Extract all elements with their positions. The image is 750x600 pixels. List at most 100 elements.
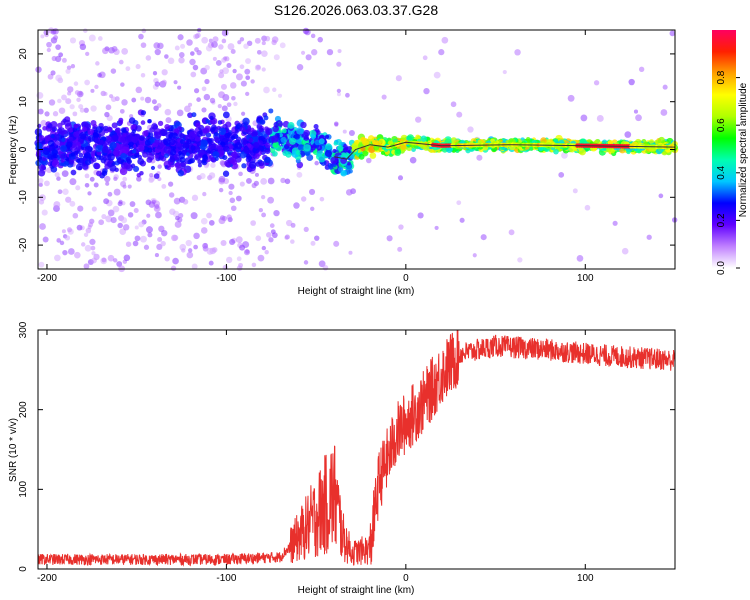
spectral-point: [222, 145, 230, 152]
spectral-point: [132, 240, 139, 247]
spectral-point: [319, 196, 325, 202]
y-tick-label: 10: [18, 96, 29, 108]
spectral-point: [284, 234, 290, 240]
spectral-point: [300, 196, 307, 202]
spectral-point: [168, 192, 175, 198]
spectral-point: [142, 130, 149, 137]
y-tick-label: 0: [18, 566, 29, 572]
spectral-point: [67, 86, 74, 93]
spectral-point: [200, 139, 208, 148]
spectral-point: [70, 152, 76, 157]
spectral-point: [279, 42, 286, 49]
plot-frame: [37, 329, 676, 570]
spectral-point: [202, 242, 209, 249]
spectral-point: [406, 134, 414, 142]
spectral-point: [206, 212, 212, 219]
spectral-point: [120, 82, 125, 87]
spectral-point: [167, 57, 175, 65]
x-tick-label: -200: [37, 573, 57, 584]
spectral-point: [125, 66, 131, 72]
spectral-point: [277, 93, 283, 98]
spectral-point: [260, 177, 268, 185]
spectral-point: [85, 51, 90, 57]
spectral-point: [240, 80, 247, 87]
spectral-point: [85, 227, 92, 234]
spectral-point: [378, 139, 383, 144]
spectral-point: [50, 133, 55, 139]
spectral-point: [61, 137, 66, 142]
spectral-point: [273, 121, 280, 128]
spectral-point: [210, 162, 216, 168]
spectral-point: [79, 132, 87, 140]
x-axis-label: Height of straight line (km): [298, 585, 415, 596]
spectral-point: [244, 68, 251, 75]
spectral-point: [371, 139, 376, 145]
spectral-point: [208, 38, 213, 43]
spectral-point: [118, 119, 124, 125]
spectral-point: [222, 111, 230, 119]
spectral-point: [61, 229, 66, 234]
spectral-point: [144, 96, 152, 104]
spectral-point: [310, 33, 316, 39]
spectral-point: [93, 182, 99, 188]
spectral-point: [221, 38, 227, 44]
spectral-point: [139, 235, 147, 243]
spectral-point: [176, 142, 182, 147]
spectral-point: [50, 70, 56, 76]
spectral-point: [310, 206, 315, 212]
spectral-point: [58, 107, 66, 115]
spectral-point: [177, 34, 184, 41]
spectral-point: [195, 122, 201, 128]
spectral-point: [610, 149, 615, 154]
spectral-point: [156, 103, 162, 108]
spectral-point: [646, 234, 652, 240]
spectral-point: [87, 128, 95, 136]
spectral-point: [190, 51, 195, 56]
spectral-point: [254, 172, 259, 177]
spectral-point: [38, 134, 45, 141]
spectral-point: [52, 111, 59, 117]
spectral-point: [122, 176, 128, 182]
spectral-point: [242, 141, 247, 146]
spectral-point: [241, 163, 247, 169]
spectral-point: [514, 49, 521, 56]
spectral-point: [62, 188, 69, 195]
spectral-point: [88, 34, 96, 42]
spectral-point: [208, 260, 214, 266]
spectral-point: [60, 158, 65, 163]
spectral-point: [163, 146, 172, 154]
spectral-point: [188, 102, 193, 107]
spectral-point: [91, 206, 97, 212]
spectral-point: [434, 225, 439, 230]
spectral-point: [107, 153, 115, 161]
spectral-point: [287, 121, 295, 129]
spectral-point: [394, 149, 402, 156]
spectral-point: [101, 257, 107, 263]
spectral-point: [113, 188, 121, 196]
spectral-point: [120, 152, 127, 160]
spectral-point: [42, 147, 51, 155]
spectral-point: [187, 248, 193, 253]
spectral-point: [167, 181, 174, 187]
spectral-point: [234, 141, 243, 150]
spectral-point: [229, 156, 236, 164]
spectral-point: [153, 173, 160, 179]
spectral-point: [338, 166, 344, 172]
spectral-point: [91, 153, 96, 158]
spectral-point: [84, 79, 90, 86]
spectral-point: [137, 158, 145, 165]
spectral-point: [198, 130, 203, 135]
spectral-point: [68, 136, 74, 142]
spectral-point: [259, 119, 266, 125]
y-tick-label: 100: [18, 481, 29, 498]
spectral-point: [178, 150, 183, 156]
spectral-point: [229, 197, 236, 204]
spectral-point: [409, 156, 417, 164]
spectral-point: [348, 250, 353, 255]
spectral-point: [54, 172, 60, 178]
spectral-point: [263, 86, 270, 94]
spectral-point: [215, 60, 222, 66]
spectral-point: [58, 52, 64, 58]
spectral-point: [62, 249, 68, 256]
spectral-point: [222, 67, 230, 75]
